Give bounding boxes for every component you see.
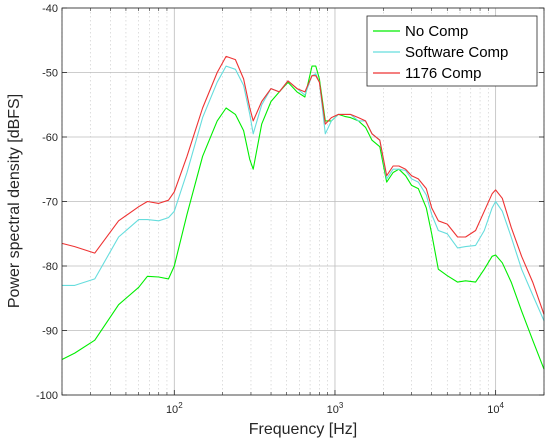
legend-label: Software Comp: [405, 44, 508, 61]
y-tick-label: -70: [42, 197, 58, 209]
y-axis-label: Power spectral density [dBFS]: [6, 94, 23, 308]
x-tick-label: 102: [166, 401, 183, 416]
series-line-2: [62, 65, 545, 322]
legend-box: [366, 15, 538, 87]
tick-marks: [61, 7, 545, 396]
y-tick-labels: -100 -90 -80 -70 -60 -50 -40: [36, 3, 58, 402]
x-tick-label: 103: [327, 401, 344, 416]
y-tick-label: -90: [42, 326, 58, 338]
legend-label: 1176 Comp: [405, 65, 481, 82]
legend-label: No Comp: [405, 23, 468, 40]
y-tick-label: -60: [42, 132, 58, 144]
y-tick-label: -100: [36, 390, 58, 402]
legend: No Comp Software Comp 1176 Comp: [366, 15, 538, 87]
y-tick-label: -80: [42, 261, 58, 273]
series-line-3: [61, 55, 545, 315]
x-tick-label: 104: [487, 401, 504, 416]
series-layer: [61, 55, 545, 370]
x-axis-label: Frequency [Hz]: [249, 421, 357, 438]
x-tick-labels: 102 103 104: [166, 401, 505, 416]
y-tick-label: -50: [42, 68, 58, 80]
y-tick-label: -40: [42, 3, 58, 15]
